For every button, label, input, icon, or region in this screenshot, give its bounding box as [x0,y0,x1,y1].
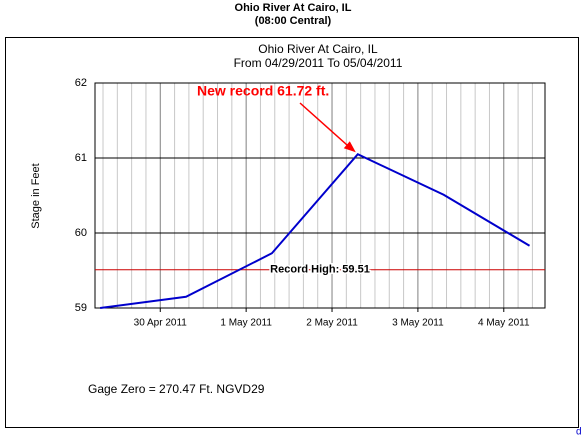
series-line [100,153,531,309]
annotation-arrowhead [343,141,356,153]
page-title: Ohio River At Cairo, IL [235,2,352,14]
y-tick-label: 61 [75,152,87,164]
record-label: Record High: 59.51 [270,264,370,276]
chart-title: Ohio River At Cairo, IL [258,42,378,56]
gage-zero: Gage Zero = 270.47 Ft. NGVD29 [88,382,265,396]
link[interactable]: d [576,427,582,438]
x-tick-label: 3 May 2011 [392,318,444,329]
annotation-arrow [299,102,353,150]
plot-border [94,82,546,309]
x-tick-label: 30 Apr 2011 [134,318,188,329]
y-axis-label: Stage in Feet [30,163,42,228]
annotation: New record 61.72 ft. [197,83,329,99]
x-tick-label: 2 May 2011 [306,318,358,329]
page-subtitle: (08:00 Central) [255,15,332,27]
y-tick-label: 62 [75,77,87,89]
chart-subtitle: From 04/29/2011 To 05/04/2011 [234,56,403,70]
x-tick-label: 1 May 2011 [220,318,272,329]
y-tick-label: 59 [75,302,87,314]
y-tick-label: 60 [75,227,87,239]
x-tick-label: 4 May 2011 [478,318,530,329]
